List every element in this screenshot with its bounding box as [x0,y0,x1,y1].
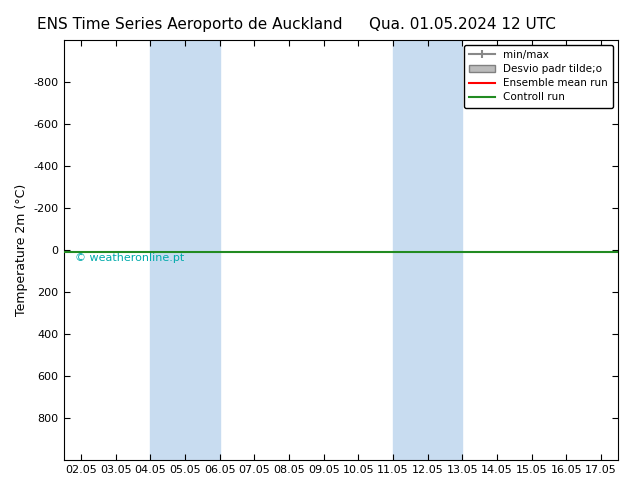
Bar [393,40,462,460]
Legend: min/max, Desvio padr tilde;o, Ensemble mean run, Controll run: min/max, Desvio padr tilde;o, Ensemble m… [463,45,613,108]
Text: © weatheronline.pt: © weatheronline.pt [75,253,184,263]
Y-axis label: Temperature 2m (°C): Temperature 2m (°C) [15,184,28,316]
Text: Qua. 01.05.2024 12 UTC: Qua. 01.05.2024 12 UTC [370,17,556,32]
Bar [150,40,219,460]
Text: ENS Time Series Aeroporto de Auckland: ENS Time Series Aeroporto de Auckland [37,17,343,32]
